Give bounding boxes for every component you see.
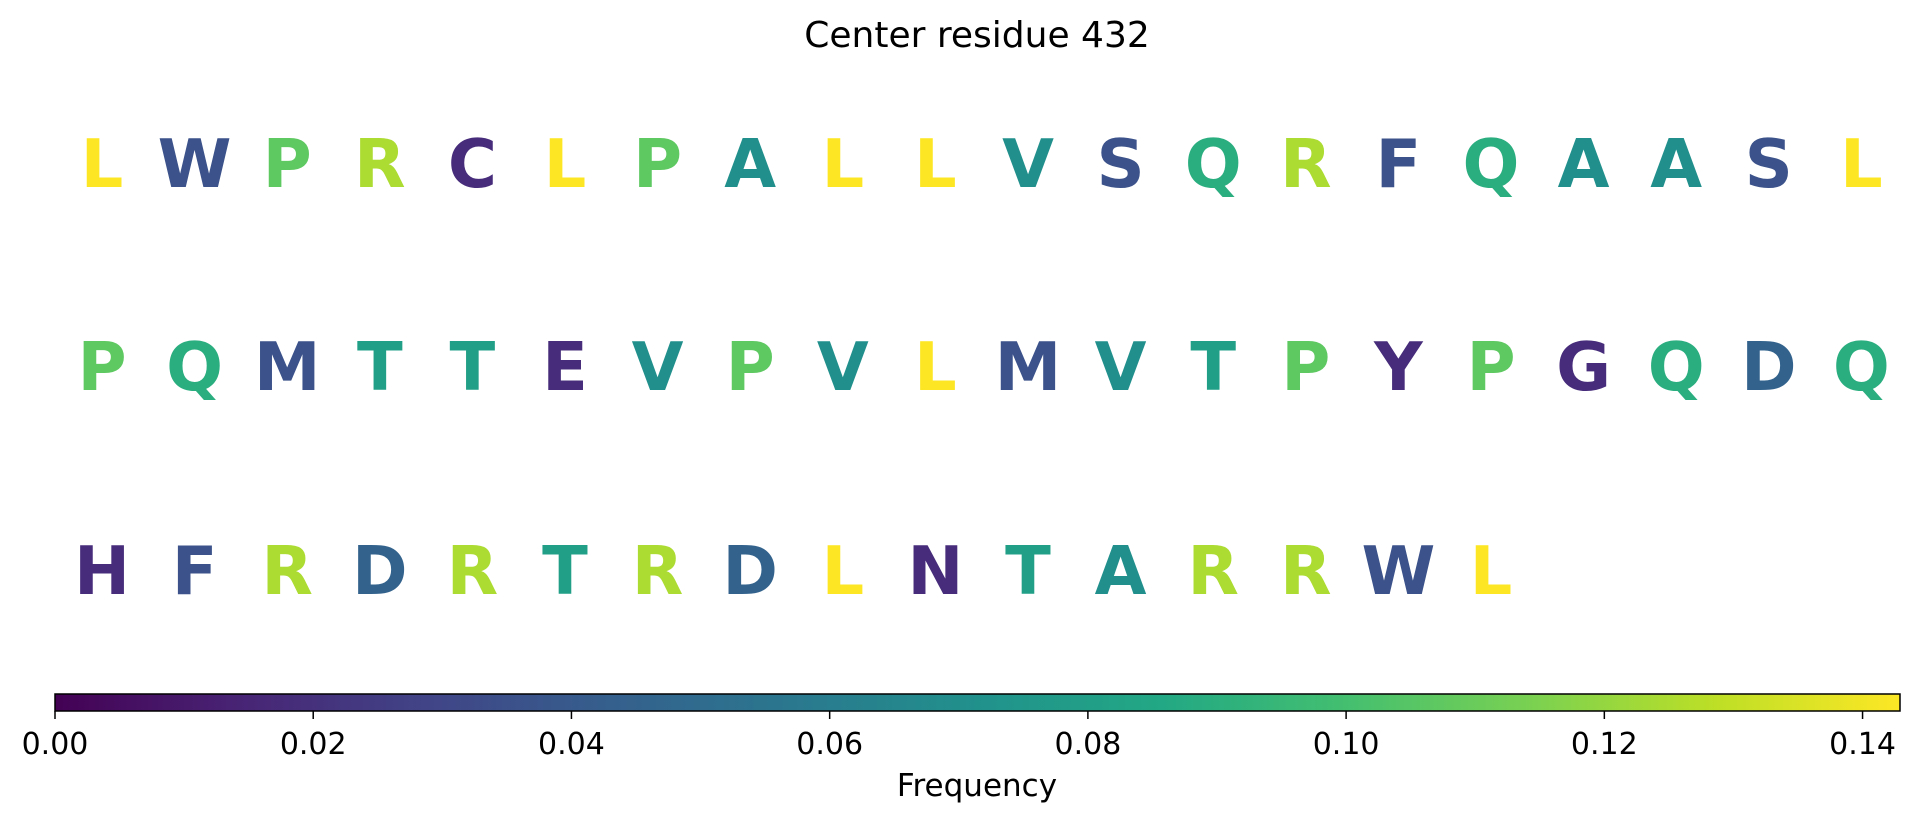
colorbar-label: Frequency bbox=[897, 768, 1057, 804]
residue-letter: W bbox=[158, 125, 232, 203]
residue-letter: D bbox=[722, 532, 778, 610]
residue-letter: A bbox=[1558, 125, 1610, 203]
residue-letter: T bbox=[1190, 328, 1236, 406]
residue-letter: F bbox=[172, 532, 218, 610]
colorbar-tick-label: 0.14 bbox=[1829, 727, 1896, 762]
colorbar-tick-label: 0.08 bbox=[1054, 727, 1121, 762]
residue-letter: P bbox=[77, 328, 126, 406]
residue-letter: L bbox=[81, 125, 124, 203]
residue-letter: P bbox=[1466, 328, 1515, 406]
residue-letter: V bbox=[1002, 125, 1054, 203]
residue-letter: M bbox=[995, 328, 1062, 406]
residue-letter: T bbox=[542, 532, 588, 610]
chart-title: Center residue 432 bbox=[804, 15, 1150, 56]
residue-letter: R bbox=[354, 125, 406, 203]
residue-letter: W bbox=[1361, 532, 1435, 610]
residue-letter: S bbox=[1745, 125, 1793, 203]
residue-letter: N bbox=[907, 532, 963, 610]
residue-letter: L bbox=[821, 125, 864, 203]
residue-letter: E bbox=[542, 328, 588, 406]
residue-letter: L bbox=[1840, 125, 1883, 203]
residue-letter: Q bbox=[1648, 328, 1705, 406]
residue-letter: Q bbox=[1185, 125, 1242, 203]
residue-letter: L bbox=[914, 125, 957, 203]
residue-letter: R bbox=[447, 532, 499, 610]
colorbar-tick-label: 0.10 bbox=[1313, 727, 1380, 762]
residue-letter: R bbox=[1187, 532, 1239, 610]
residue-letter: L bbox=[544, 125, 587, 203]
residue-letter: D bbox=[1741, 328, 1797, 406]
residue-letter: V bbox=[817, 328, 869, 406]
residue-letter: M bbox=[254, 328, 321, 406]
residue-letter: C bbox=[448, 125, 497, 203]
residue-letter: T bbox=[357, 328, 403, 406]
colorbar bbox=[54, 693, 1901, 712]
residue-letter: T bbox=[1005, 532, 1051, 610]
residue-letter: Y bbox=[1373, 328, 1424, 406]
residue-letter: G bbox=[1556, 328, 1611, 406]
residue-letter: P bbox=[726, 328, 775, 406]
colorbar-tick-label: 0.12 bbox=[1571, 727, 1638, 762]
residue-letter: F bbox=[1376, 125, 1422, 203]
residue-letter: H bbox=[74, 532, 130, 610]
residue-letter: P bbox=[1281, 328, 1330, 406]
colorbar-tick-label: 0.06 bbox=[796, 727, 863, 762]
colorbar-tick-label: 0.02 bbox=[280, 727, 347, 762]
residue-letter: Q bbox=[1463, 125, 1520, 203]
residue-letter: R bbox=[1280, 532, 1332, 610]
residue-letter: P bbox=[263, 125, 312, 203]
residue-letter: T bbox=[450, 328, 496, 406]
residue-letter: P bbox=[633, 125, 682, 203]
residue-letter: Q bbox=[1833, 328, 1890, 406]
residue-letter: V bbox=[1095, 328, 1147, 406]
residue-letter: S bbox=[1096, 125, 1144, 203]
residue-letter: V bbox=[632, 328, 684, 406]
residue-letter: A bbox=[1095, 532, 1147, 610]
residue-letter: R bbox=[261, 532, 313, 610]
colorbar-ticks: 0.00 0.02 0.04 0.06 0.08 0.10 0.12 0.14 bbox=[22, 711, 1896, 762]
residue-letter: L bbox=[914, 328, 957, 406]
residue-letter: Q bbox=[166, 328, 223, 406]
sequence-letters: L W P R C L P A L L V S Q R F Q A A S LP Q M T T E V P V L M V T P Y P G Q D Q… bbox=[74, 125, 1890, 610]
residue-letter: R bbox=[632, 532, 684, 610]
residue-letter: L bbox=[821, 532, 864, 610]
residue-letter: D bbox=[352, 532, 408, 610]
residue-letter: R bbox=[1280, 125, 1332, 203]
colorbar-tick-label: 0.00 bbox=[22, 727, 89, 762]
residue-letter: L bbox=[1470, 532, 1513, 610]
residue-letter: A bbox=[724, 125, 776, 203]
residue-letter: A bbox=[1650, 125, 1702, 203]
colorbar-tick-label: 0.04 bbox=[538, 727, 605, 762]
